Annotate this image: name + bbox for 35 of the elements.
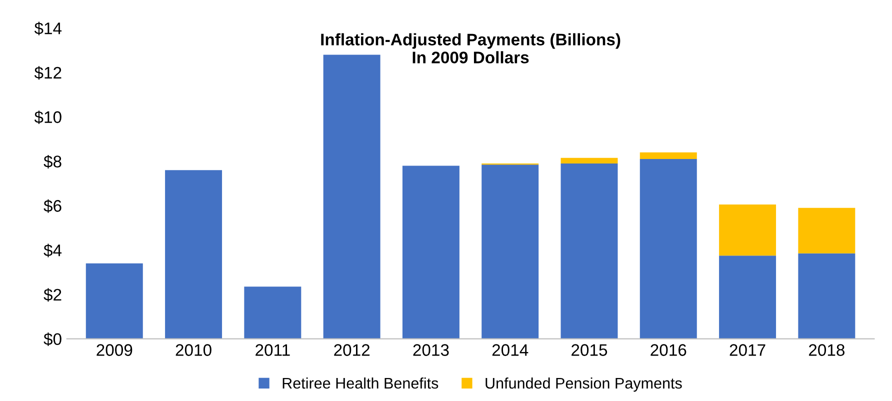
y-tick-label: $6 [44,199,62,213]
y-tick-label: $2 [44,288,62,302]
y-tick-label: $4 [44,244,62,258]
bar [560,158,618,164]
legend-label: Unfunded Pension Payments [486,377,682,392]
bar [402,166,460,339]
x-tick-label: 2010 [176,344,212,356]
bar [719,204,776,256]
bar [482,164,539,339]
x-tick-label: 2014 [492,344,528,356]
bar [86,263,143,339]
text: Inflation-Adjusted Payments (Billions) In 2009 Dollars [321,33,620,64]
y-tick-label: $12 [34,66,62,80]
bar [719,256,776,339]
x-tick-label: 2017 [730,344,766,356]
bar [323,54,380,339]
x-tick-label: 2013 [413,344,449,356]
y-tick-label: $8 [44,154,62,168]
y-tick-label: $0 [44,332,62,346]
bar [798,253,856,339]
x-tick-label: 2012 [334,344,370,356]
x-tick-label: 2015 [572,344,608,356]
bar [640,159,697,339]
bar [640,152,697,160]
bar [798,208,856,254]
bar [165,170,222,339]
x-tick-label: 2011 [256,344,290,356]
y-tick-label: $14 [34,22,62,36]
bar [244,286,302,339]
x-tick-label: 2009 [96,344,132,356]
x-tick-label: 2018 [808,344,844,356]
y-tick-label: $10 [34,110,62,124]
bar [560,163,618,339]
x-tick-label: 2016 [650,344,686,356]
legend-label: Retiree Health Benefits [282,377,438,389]
